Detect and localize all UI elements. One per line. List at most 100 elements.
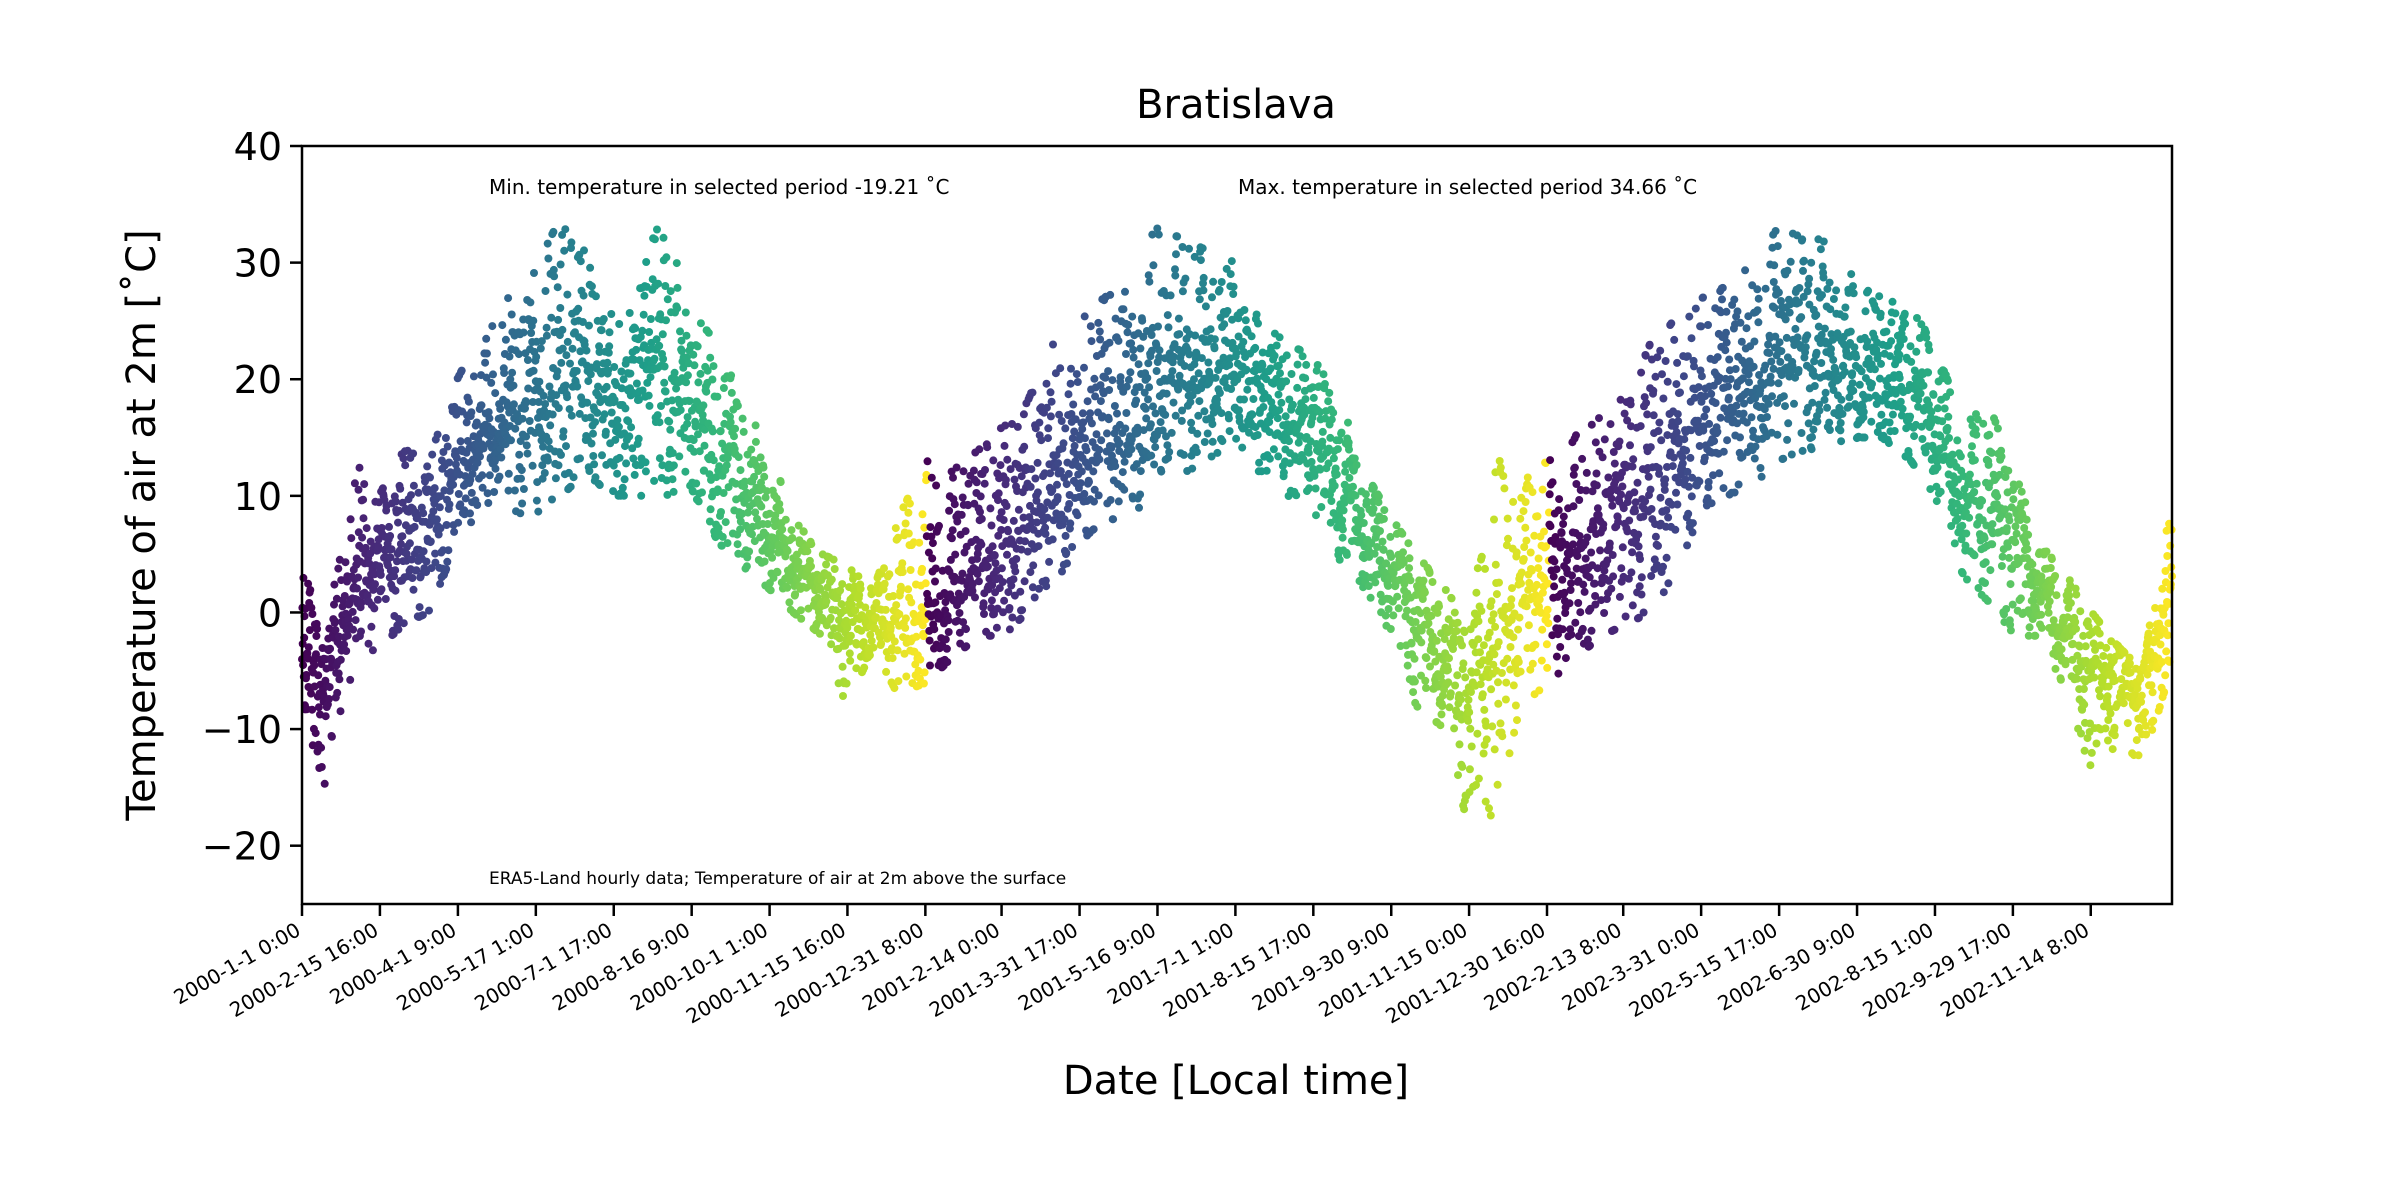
data-point — [1487, 616, 1496, 625]
data-point — [906, 566, 915, 574]
data-point — [1592, 481, 1601, 490]
data-point — [1800, 256, 1808, 265]
data-point — [342, 647, 351, 655]
data-point — [1552, 565, 1561, 574]
data-point — [594, 382, 602, 391]
data-point — [1081, 434, 1089, 443]
data-point — [1062, 480, 1071, 489]
data-point — [1829, 295, 1838, 303]
data-point — [1090, 374, 1099, 383]
data-point — [1825, 278, 1834, 287]
data-point — [677, 347, 686, 355]
data-point — [658, 461, 667, 470]
data-point — [430, 484, 439, 493]
data-point — [1946, 388, 1955, 397]
data-point — [1672, 428, 1681, 437]
data-point — [778, 525, 787, 534]
data-point — [432, 515, 441, 524]
data-point — [1481, 564, 1489, 573]
data-point — [1807, 258, 1816, 267]
data-point — [1113, 409, 1121, 418]
data-point — [1848, 369, 1857, 378]
data-point — [1741, 266, 1750, 275]
data-point — [2009, 495, 2018, 504]
data-point — [1065, 500, 1074, 508]
data-point — [325, 624, 334, 633]
data-point — [927, 473, 936, 482]
data-point — [528, 461, 537, 470]
data-point — [1679, 372, 1688, 381]
data-point — [666, 287, 675, 296]
data-point — [1600, 435, 1609, 444]
data-point — [1936, 487, 1945, 496]
data-point — [1769, 278, 1778, 286]
data-point — [1965, 513, 1974, 522]
data-point — [736, 466, 745, 475]
data-point — [694, 378, 703, 387]
data-point — [1664, 579, 1673, 588]
data-point — [469, 372, 478, 381]
data-point — [932, 481, 941, 490]
data-point — [1497, 669, 1506, 677]
data-point — [563, 393, 572, 402]
data-point — [673, 283, 682, 292]
data-point — [575, 409, 584, 418]
data-point — [1660, 485, 1669, 494]
data-point — [408, 574, 417, 582]
data-point — [1317, 503, 1326, 511]
data-point — [1389, 611, 1398, 620]
data-point — [1070, 441, 1079, 450]
data-point — [313, 624, 322, 633]
data-point — [1095, 445, 1104, 454]
data-point — [920, 523, 929, 532]
data-point — [1974, 584, 1983, 592]
data-point — [1972, 479, 1981, 488]
data-point — [1023, 547, 1032, 556]
data-point — [562, 442, 570, 451]
data-point — [1726, 375, 1735, 384]
data-point — [1043, 513, 1052, 522]
data-point — [949, 473, 957, 482]
data-point — [1550, 582, 1559, 591]
data-point — [1610, 625, 1619, 634]
data-point — [1986, 566, 1995, 575]
data-point — [2025, 623, 2034, 632]
data-point — [1567, 630, 1576, 639]
data-point — [415, 603, 424, 612]
data-point — [1981, 579, 1989, 587]
data-point — [2012, 529, 2021, 538]
data-point — [467, 408, 476, 417]
data-point — [509, 400, 518, 409]
data-point — [622, 459, 631, 468]
data-point — [1957, 535, 1966, 544]
data-point — [1258, 361, 1267, 370]
data-point — [530, 269, 538, 277]
data-point — [1227, 257, 1236, 266]
data-point — [1687, 334, 1696, 343]
data-point — [1458, 762, 1467, 771]
data-point — [1637, 590, 1646, 599]
data-point — [1106, 496, 1115, 504]
data-point — [730, 432, 738, 441]
data-point — [1956, 452, 1965, 461]
data-point — [1235, 406, 1243, 415]
data-point — [466, 509, 474, 518]
data-point — [1555, 495, 1564, 504]
data-point — [534, 507, 543, 516]
data-point — [1592, 469, 1601, 478]
data-point — [1885, 418, 1894, 427]
data-point — [1940, 404, 1949, 413]
data-point — [2011, 538, 2020, 547]
data-point — [1128, 312, 1137, 321]
data-point — [478, 483, 487, 492]
data-point — [708, 375, 717, 384]
data-point — [1943, 423, 1952, 432]
data-point — [1781, 315, 1790, 324]
data-point — [1569, 502, 1578, 511]
data-point — [562, 351, 571, 360]
data-point — [1275, 406, 1284, 415]
data-point — [1745, 378, 1753, 387]
data-point — [482, 373, 491, 382]
data-point — [1970, 551, 1979, 560]
data-point — [1585, 573, 1594, 582]
